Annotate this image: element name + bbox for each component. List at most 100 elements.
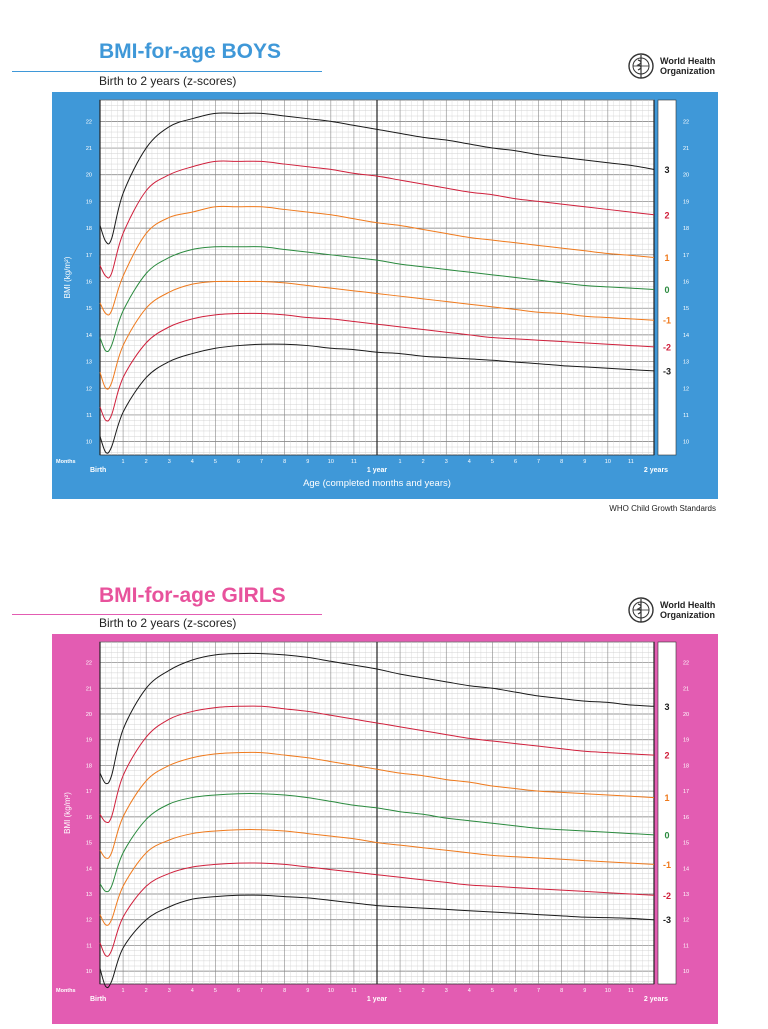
x-tick-label: 10 <box>605 459 611 465</box>
y-tick-label-right: 22 <box>683 661 689 667</box>
zscore-label--3: -3 <box>663 915 671 925</box>
girls-chart-band: 10 10 11 11 12 12 13 13 14 14 15 15 16 16 17 17 18 18 19 19… <box>52 634 718 1024</box>
girls-title: BMI-for-age GIRLS <box>99 584 286 607</box>
x-tick-label: 4 <box>191 988 194 994</box>
x-tick-label: 2 <box>145 988 148 994</box>
y-tick-label-right: 20 <box>683 173 689 179</box>
y-tick-label-left: 19 <box>86 199 92 205</box>
x-tick-label: 7 <box>260 459 263 465</box>
zscore-curve--2 <box>99 862 655 957</box>
zscore-label--2: -2 <box>663 891 671 901</box>
x-tick-label: 6 <box>514 459 517 465</box>
x-tick-label: 1 <box>122 459 125 465</box>
birth-label: Birth <box>90 996 106 1003</box>
y-tick-label-left: 11 <box>86 413 92 419</box>
x-tick-label: 11 <box>351 988 357 994</box>
boys-section: BMI-for-age BOYS Birth to 2 years (z-sco… <box>12 40 736 513</box>
y-tick-label-left: 21 <box>86 146 92 152</box>
boys-chart-band: 10 10 11 11 12 12 13 13 14 14 15 15 16 16 17 17 18 18 19 19… <box>52 92 718 499</box>
x-tick-label: 8 <box>560 459 563 465</box>
x-axis-label: Age (completed months and years) <box>303 478 451 489</box>
zscore-curve--2 <box>99 312 655 422</box>
x-tick-label: 7 <box>537 988 540 994</box>
x-tick-label: 9 <box>306 988 309 994</box>
y-tick-label-left: 14 <box>86 866 92 872</box>
zscore-curve-1 <box>99 205 655 316</box>
x-tick-label: 4 <box>191 459 194 465</box>
x-tick-label: 7 <box>260 988 263 994</box>
boys-subtitle: Birth to 2 years (z-scores) <box>99 74 237 88</box>
right-value-column <box>657 99 677 456</box>
y-tick-label-right: 22 <box>683 119 689 125</box>
y-tick-label-left: 11 <box>86 943 92 949</box>
y-tick-label-left: 21 <box>86 686 92 692</box>
y-tick-label-right: 17 <box>683 789 689 795</box>
y-tick-label-left: 10 <box>86 440 92 446</box>
zscore-label-0: 0 <box>664 830 669 840</box>
x-tick-label: 2 <box>422 988 425 994</box>
y-tick-label-right: 18 <box>683 226 689 232</box>
y-tick-label-left: 10 <box>86 969 92 975</box>
girls-who-logo: World Health Organization <box>626 596 736 626</box>
x-tick-label: 11 <box>628 988 634 994</box>
boys-title: BMI-for-age BOYS <box>99 40 282 63</box>
y-tick-label-left: 22 <box>86 119 92 125</box>
x-tick-label: 5 <box>214 988 217 994</box>
zscore-curve-3 <box>99 652 655 785</box>
x-tick-label: 3 <box>168 459 171 465</box>
x-tick-label: 11 <box>628 459 634 465</box>
x-tick-label: 5 <box>214 459 217 465</box>
boys-who-logo: World Health Organization <box>626 52 736 82</box>
birth-label: Birth <box>90 467 106 474</box>
y-tick-label-right: 16 <box>683 815 689 821</box>
zscore-label-2: 2 <box>664 210 669 220</box>
x-tick-label: 8 <box>560 988 563 994</box>
y-tick-label-right: 14 <box>683 333 689 339</box>
grid-lines <box>99 641 655 984</box>
girls-subtitle: Birth to 2 years (z-scores) <box>99 616 237 630</box>
x-tick-label: 9 <box>583 988 586 994</box>
y-tick-label-left: 16 <box>86 815 92 821</box>
y-tick-label-left: 12 <box>86 918 92 924</box>
boys-footer: WHO Child Growth Standards <box>609 504 716 513</box>
zscore-curve-2 <box>99 705 655 824</box>
x-tick-label: 6 <box>237 988 240 994</box>
y-tick-label-left: 13 <box>86 892 92 898</box>
y-tick-label-right: 11 <box>683 943 689 949</box>
zscore-label-1: 1 <box>664 253 669 263</box>
y-tick-label-left: 13 <box>86 360 92 366</box>
zscore-label--1: -1 <box>663 316 671 326</box>
zscore-label-0: 0 <box>664 285 669 295</box>
two-years-label: 2 years <box>644 996 668 1003</box>
y-tick-label-right: 10 <box>683 440 689 446</box>
y-tick-label-left: 15 <box>86 841 92 847</box>
x-tick-label: 3 <box>168 988 171 994</box>
x-tick-label: 8 <box>283 988 286 994</box>
y-tick-label-right: 17 <box>683 253 689 259</box>
x-tick-label: 4 <box>468 988 471 994</box>
zscore-label-2: 2 <box>664 751 669 761</box>
x-tick-label: 1 <box>122 988 125 994</box>
zscore-label-3: 3 <box>664 165 669 175</box>
x-tick-label: 5 <box>491 988 494 994</box>
y-tick-label-left: 19 <box>86 738 92 744</box>
y-tick-label-right: 20 <box>683 712 689 718</box>
who-org-name: World Health Organization <box>660 56 716 76</box>
y-tick-label-left: 20 <box>86 712 92 718</box>
y-tick-label-right: 13 <box>683 892 689 898</box>
y-tick-label-right: 21 <box>683 686 689 692</box>
y-tick-label-left: 17 <box>86 253 92 259</box>
y-axis-label: BMI (kg/m²) <box>63 792 72 834</box>
y-tick-label-right: 19 <box>683 738 689 744</box>
y-tick-label-right: 18 <box>683 763 689 769</box>
x-tick-label: 2 <box>145 459 148 465</box>
x-tick-label: 1 <box>399 988 402 994</box>
zscore-label-3: 3 <box>664 702 669 712</box>
zscore-curve-2 <box>99 160 655 279</box>
zscore-curve--1 <box>99 280 655 390</box>
x-tick-label: 10 <box>328 988 334 994</box>
y-axis-label: BMI (kg/m²) <box>63 256 72 298</box>
zscore-label--2: -2 <box>663 342 671 352</box>
zscore-curve-0 <box>99 246 655 353</box>
